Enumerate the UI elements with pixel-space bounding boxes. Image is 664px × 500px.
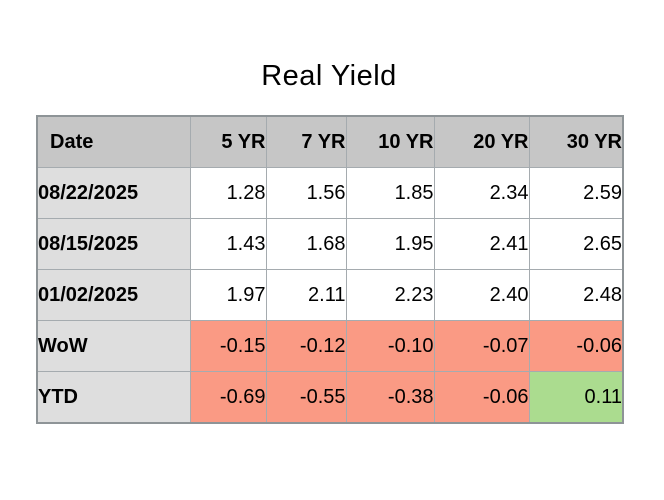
cell-10yr: 1.85 bbox=[345, 167, 435, 219]
cell-5yr: 1.97 bbox=[189, 269, 267, 321]
cell-20yr: 2.34 bbox=[433, 167, 530, 219]
cell-5yr: -0.69 bbox=[189, 371, 267, 424]
cell-7yr: 1.68 bbox=[265, 218, 347, 270]
cell-10yr: -0.38 bbox=[345, 371, 435, 424]
row-label: WoW bbox=[36, 320, 191, 372]
row-label: YTD bbox=[36, 371, 191, 424]
column-header-date: Date bbox=[36, 115, 191, 168]
cell-5yr: -0.15 bbox=[189, 320, 267, 372]
row-label: 08/22/2025 bbox=[36, 167, 191, 219]
column-header-30yr: 30 YR bbox=[528, 115, 624, 168]
table-row-wow: WoW -0.15 -0.12 -0.10 -0.07 -0.06 bbox=[36, 320, 624, 372]
cell-20yr: 2.40 bbox=[433, 269, 530, 321]
cell-20yr: -0.06 bbox=[433, 371, 530, 424]
cell-30yr: 2.48 bbox=[528, 269, 624, 321]
cell-7yr: 1.56 bbox=[265, 167, 347, 219]
real-yield-table: Date 5 YR 7 YR 10 YR 20 YR 30 YR 08/22/2… bbox=[36, 115, 624, 424]
cell-20yr: 2.41 bbox=[433, 218, 530, 270]
cell-20yr: -0.07 bbox=[433, 320, 530, 372]
cell-30yr: -0.06 bbox=[528, 320, 624, 372]
row-label: 08/15/2025 bbox=[36, 218, 191, 270]
cell-30yr: 0.11 bbox=[528, 371, 624, 424]
cell-30yr: 2.65 bbox=[528, 218, 624, 270]
table-row-0102: 01/02/2025 1.97 2.11 2.23 2.40 2.48 bbox=[36, 269, 624, 321]
page-title: Real Yield bbox=[261, 60, 397, 92]
cell-10yr: -0.10 bbox=[345, 320, 435, 372]
cell-5yr: 1.28 bbox=[189, 167, 267, 219]
table-row-0822: 08/22/2025 1.28 1.56 1.85 2.34 2.59 bbox=[36, 167, 624, 219]
column-header-10yr: 10 YR bbox=[345, 115, 435, 168]
cell-10yr: 1.95 bbox=[345, 218, 435, 270]
cell-30yr: 2.59 bbox=[528, 167, 624, 219]
cell-7yr: -0.12 bbox=[265, 320, 347, 372]
header-row: Date 5 YR 7 YR 10 YR 20 YR 30 YR bbox=[36, 115, 624, 168]
table-row-0815: 08/15/2025 1.43 1.68 1.95 2.41 2.65 bbox=[36, 218, 624, 270]
column-header-20yr: 20 YR bbox=[433, 115, 530, 168]
cell-7yr: -0.55 bbox=[265, 371, 347, 424]
cell-10yr: 2.23 bbox=[345, 269, 435, 321]
column-header-7yr: 7 YR bbox=[265, 115, 347, 168]
column-header-5yr: 5 YR bbox=[189, 115, 267, 168]
table-row-ytd: YTD -0.69 -0.55 -0.38 -0.06 0.11 bbox=[36, 371, 624, 424]
cell-7yr: 2.11 bbox=[265, 269, 347, 321]
row-label: 01/02/2025 bbox=[36, 269, 191, 321]
cell-5yr: 1.43 bbox=[189, 218, 267, 270]
